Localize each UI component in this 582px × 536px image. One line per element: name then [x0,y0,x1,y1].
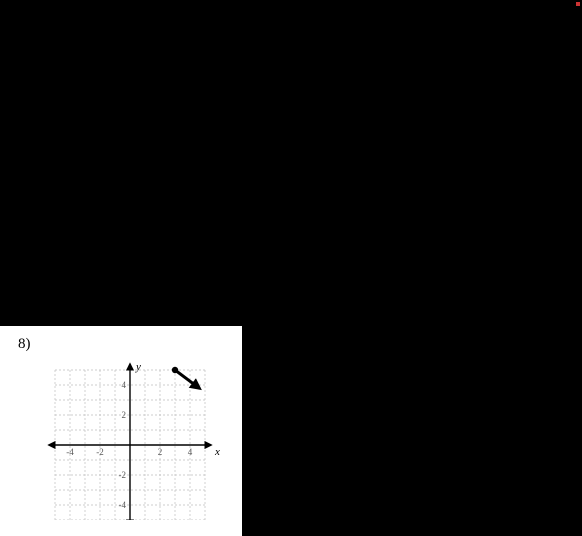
svg-text:4: 4 [188,447,193,457]
worksheet-panel: 8) -4 -2 2 4 4 2 -2 -4 x y [0,326,242,536]
svg-text:y: y [135,361,141,373]
svg-text:-4: -4 [119,500,127,510]
svg-text:-2: -2 [96,447,104,457]
svg-text:2: 2 [122,410,127,420]
question-number: 8) [18,336,31,353]
svg-text:x: x [214,446,220,458]
corner-indicator [576,2,580,6]
svg-text:-2: -2 [119,470,127,480]
svg-text:-4: -4 [66,447,74,457]
svg-text:2: 2 [158,447,163,457]
coordinate-grid-chart: -4 -2 2 4 4 2 -2 -4 x y [40,350,220,520]
svg-text:4: 4 [122,380,127,390]
